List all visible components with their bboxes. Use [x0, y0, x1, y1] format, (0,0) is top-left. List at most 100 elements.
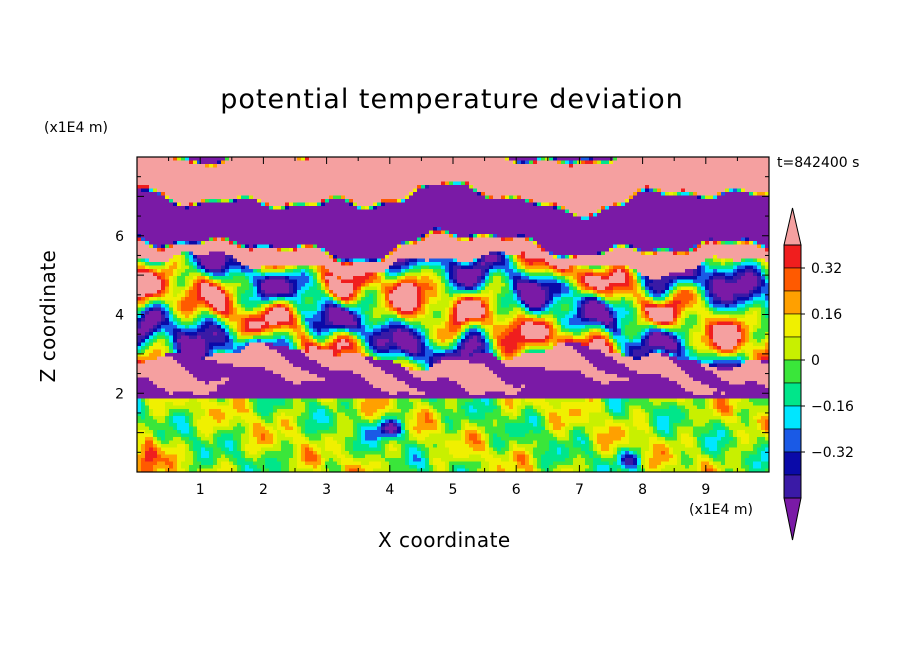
contour-cell — [313, 269, 318, 274]
contour-cell — [389, 346, 398, 351]
contour-cell — [761, 311, 766, 316]
contour-cell — [293, 339, 298, 344]
contour-cell — [197, 279, 202, 284]
contour-cell — [233, 199, 238, 204]
contour-cell — [665, 346, 678, 351]
contour-cell — [753, 304, 762, 309]
contour-cell — [569, 160, 574, 165]
contour-cell — [381, 297, 386, 302]
contour-cell — [137, 335, 146, 340]
contour-cell — [525, 199, 530, 204]
contour-cell — [533, 465, 538, 470]
contour-cell — [549, 290, 562, 295]
contour-cell — [253, 433, 262, 438]
contour-cell — [489, 433, 494, 438]
contour-cell — [677, 405, 686, 410]
contour-cell — [209, 440, 214, 445]
contour-cell — [237, 461, 254, 466]
contour-cell — [389, 300, 394, 305]
contour-cell — [593, 440, 598, 445]
contour-cell — [629, 440, 650, 445]
contour-cell — [153, 458, 170, 463]
contour-cell — [473, 262, 478, 267]
contour-cell — [173, 286, 186, 291]
contour-cell — [309, 440, 326, 445]
contour-cell — [261, 423, 266, 428]
contour-cell — [237, 339, 246, 344]
contour-cell — [277, 321, 294, 326]
contour-cell — [489, 328, 494, 333]
contour-cell — [581, 454, 590, 459]
contour-cell — [229, 293, 234, 298]
contour-cell — [597, 297, 602, 302]
contour-cell — [505, 272, 510, 277]
contour-cell — [533, 202, 538, 207]
contour-cell — [421, 237, 426, 242]
contour-cell — [717, 405, 730, 410]
contour-cell — [753, 447, 758, 452]
contour-cell — [185, 325, 190, 330]
contour-cell — [265, 202, 270, 207]
contour-cell — [141, 360, 146, 365]
contour-cell — [425, 185, 430, 190]
contour-cell — [137, 178, 769, 183]
contour-cell — [469, 335, 474, 340]
contour-cell — [261, 412, 270, 417]
contour-cell — [681, 433, 690, 438]
contour-cell — [337, 405, 346, 410]
contour-cell — [473, 234, 478, 239]
contour-cell — [161, 290, 166, 295]
contour-cell — [461, 265, 474, 270]
contour-cell — [469, 405, 474, 410]
contour-cell — [637, 468, 642, 472]
contour-cell — [141, 409, 146, 414]
contour-cell — [201, 160, 218, 165]
contour-cell — [353, 405, 358, 410]
contour-cell — [237, 409, 250, 414]
contour-cell — [709, 262, 722, 267]
contour-cell — [325, 409, 330, 414]
contour-cell — [621, 269, 626, 274]
contour-cell — [573, 444, 590, 449]
contour-cell — [165, 276, 170, 281]
contour-cell — [693, 391, 714, 396]
contour-cell — [721, 423, 726, 428]
contour-cell — [461, 300, 482, 305]
contour-cell — [745, 458, 762, 463]
contour-cell — [157, 447, 162, 452]
contour-cell — [617, 444, 650, 449]
contour-cell — [457, 258, 474, 263]
contour-cell — [201, 262, 226, 267]
contour-cell — [441, 426, 446, 431]
contour-cell — [285, 206, 290, 211]
contour-cell — [621, 297, 626, 302]
contour-cell — [253, 402, 258, 407]
contour-cell — [609, 265, 614, 270]
contour-cell — [297, 332, 306, 337]
contour-cell — [357, 335, 362, 340]
contour-cell — [289, 279, 298, 284]
contour-cell — [701, 363, 710, 368]
contour-cell — [489, 440, 494, 445]
contour-cell — [609, 346, 614, 351]
contour-cell — [233, 332, 238, 337]
contour-cell — [629, 304, 634, 309]
contour-cell — [481, 335, 486, 340]
contour-cell — [421, 458, 426, 463]
contour-cell — [469, 339, 478, 344]
contour-cell — [665, 297, 670, 302]
contour-cell — [641, 339, 646, 344]
y-tick-label: 6 — [115, 229, 124, 245]
contour-cell — [369, 353, 374, 358]
contour-cell — [677, 318, 682, 323]
contour-cell — [493, 290, 502, 295]
contour-cell — [141, 237, 146, 242]
contour-cell — [429, 433, 462, 438]
contour-cell — [613, 332, 622, 337]
contour-cell — [601, 209, 769, 214]
contour-cell — [449, 314, 454, 319]
contour-cell — [329, 346, 338, 351]
contour-cell — [757, 272, 762, 277]
contour-cell — [177, 465, 182, 470]
contour-cell — [745, 356, 750, 361]
